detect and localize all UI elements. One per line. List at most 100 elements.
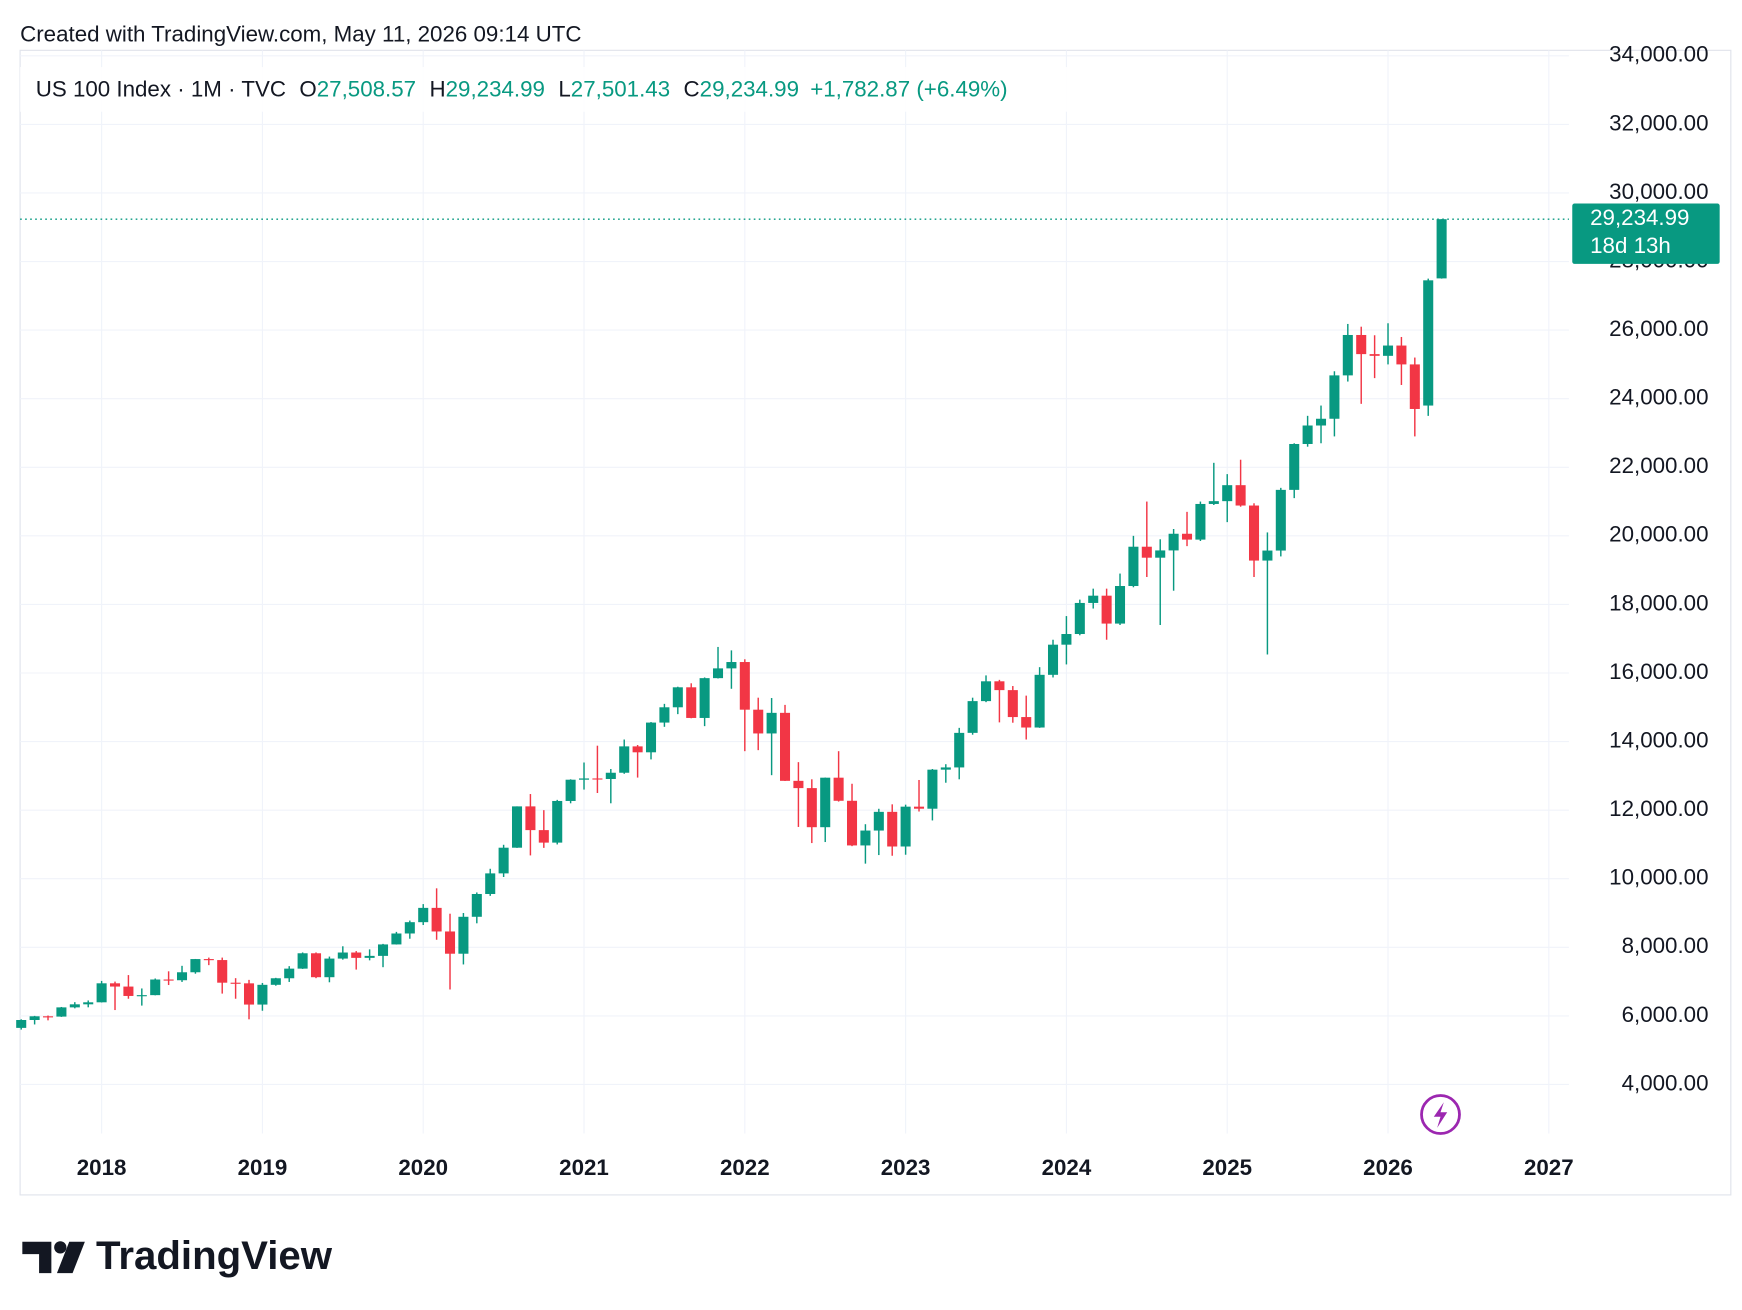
countdown: 18d 13h xyxy=(1590,233,1671,258)
candle-body xyxy=(150,979,161,996)
candle-body xyxy=(16,1019,27,1028)
candle-body xyxy=(1222,485,1233,502)
price-tag-value: 29,234.99 xyxy=(1590,205,1689,230)
candle-body xyxy=(632,746,643,753)
candle-body xyxy=(887,811,898,847)
y-tick-label: 10,000.00 xyxy=(1609,865,1708,890)
candle-body xyxy=(243,983,255,1005)
candles xyxy=(16,218,1569,1030)
candle-body xyxy=(310,953,322,978)
y-tick-label: 26,000.00 xyxy=(1609,316,1708,341)
candle-body xyxy=(592,778,603,780)
x-tick-label: 2019 xyxy=(238,1155,288,1180)
x-tick-label: 2021 xyxy=(559,1155,609,1180)
candle-body xyxy=(846,800,858,846)
candle-body xyxy=(1289,443,1300,490)
candle-body xyxy=(1088,595,1099,603)
alert-icon[interactable] xyxy=(1420,1094,1461,1135)
candle-body xyxy=(739,662,750,710)
candle-body xyxy=(56,1007,67,1017)
candle-body xyxy=(1074,602,1085,635)
x-tick-label: 2020 xyxy=(398,1155,448,1180)
brand-logo[interactable]: TradingView xyxy=(22,1233,333,1278)
candle-body xyxy=(377,944,389,956)
candle-body xyxy=(203,959,214,961)
candle-body xyxy=(1047,644,1059,675)
candle-body xyxy=(471,893,482,917)
y-tick-label: 34,000.00 xyxy=(1609,42,1708,67)
candle-body xyxy=(1128,546,1139,587)
created-note: Created with TradingView.com, May 11, 20… xyxy=(20,22,581,47)
candle-body xyxy=(176,972,188,981)
candle-body xyxy=(444,931,456,954)
candle-body xyxy=(1034,674,1045,728)
brand-name[interactable]: TradingView xyxy=(96,1233,333,1278)
y-tick-label: 22,000.00 xyxy=(1609,453,1708,478)
candle-body xyxy=(391,933,402,945)
legend-item: H xyxy=(430,76,446,101)
candle-body xyxy=(552,800,563,843)
candle-body xyxy=(860,830,871,846)
candle-body xyxy=(485,873,496,894)
candle-body xyxy=(217,960,228,983)
candle-body xyxy=(994,681,1005,691)
candle-body xyxy=(1168,533,1179,551)
candle-body xyxy=(538,830,549,843)
candle-body xyxy=(1181,533,1193,540)
candle-body xyxy=(123,986,134,996)
candle-body xyxy=(967,701,978,733)
candle-body xyxy=(498,847,509,874)
ohlc-legend: US 100 Index · 1M · TVC O27,508.57 H29,234… xyxy=(36,76,1008,101)
candle-body xyxy=(726,662,737,669)
candle-body xyxy=(820,777,831,828)
candle-body xyxy=(619,746,630,773)
y-tick-label: 20,000.00 xyxy=(1609,522,1708,547)
x-tick-label: 2022 xyxy=(720,1155,770,1180)
candle-body xyxy=(1342,334,1353,376)
candle-body xyxy=(927,769,938,809)
candle-body xyxy=(1235,485,1246,506)
candle-body xyxy=(1195,503,1206,540)
candle-body xyxy=(954,732,965,768)
candle-body xyxy=(190,959,201,973)
candle-body xyxy=(1409,364,1420,409)
candle-body xyxy=(1423,280,1434,406)
candle-body xyxy=(324,958,335,978)
legend-item: +1,782.87 (+6.49%) xyxy=(810,76,1007,101)
candle-body xyxy=(1007,690,1018,718)
candle-body xyxy=(42,1016,54,1018)
x-tick-label: 2024 xyxy=(1042,1155,1092,1180)
candle-body xyxy=(458,916,469,954)
candle-body xyxy=(270,978,281,985)
candle-body xyxy=(163,979,174,981)
candle-body xyxy=(900,806,911,847)
x-tick-label: 2018 xyxy=(77,1155,127,1180)
legend-item: 27,508.57 xyxy=(317,76,416,101)
candle-body xyxy=(337,952,348,959)
candle-body xyxy=(712,668,724,679)
x-tick-label: 2023 xyxy=(881,1155,931,1180)
legend-bg xyxy=(20,67,1137,112)
candle-body xyxy=(1141,546,1152,558)
candle-body xyxy=(753,709,764,734)
y-tick-label: 32,000.00 xyxy=(1609,110,1708,135)
candle-body xyxy=(873,811,884,831)
y-tick-label: 18,000.00 xyxy=(1609,590,1708,615)
candle-body xyxy=(364,955,375,958)
candle-body xyxy=(1356,334,1367,355)
y-tick-label: 24,000.00 xyxy=(1609,385,1708,410)
candle-body xyxy=(699,678,710,718)
candle-body xyxy=(230,982,241,984)
y-tick-label: 6,000.00 xyxy=(1622,1002,1709,1027)
candle-body xyxy=(1248,505,1260,561)
candle-body xyxy=(1369,354,1380,356)
grid xyxy=(20,50,1569,1134)
candle-body xyxy=(404,922,415,934)
candle-body xyxy=(779,712,791,781)
candle-body xyxy=(83,1002,94,1005)
candle-body xyxy=(511,806,523,848)
candle-body xyxy=(1315,418,1327,426)
x-tick-label: 2025 xyxy=(1202,1155,1252,1180)
candle-body xyxy=(766,712,777,734)
